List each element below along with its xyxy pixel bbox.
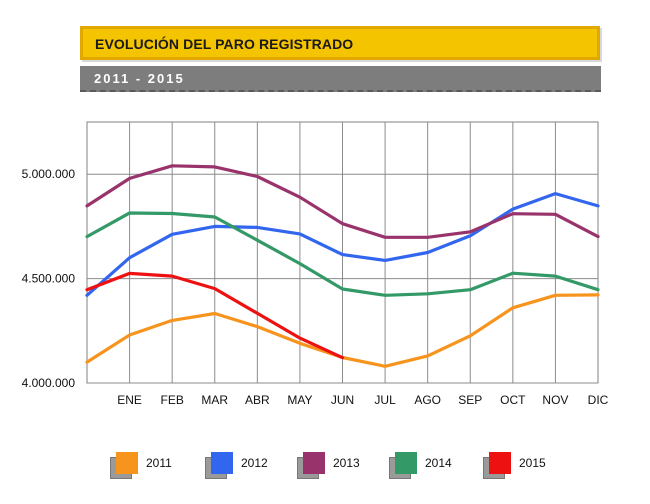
x-tick-label: NOV [542, 393, 568, 407]
series-line-2014 [85, 211, 600, 297]
chart-title: EVOLUCIÓN DEL PARO REGISTRADO [95, 36, 354, 52]
legend-label: 2015 [519, 456, 546, 470]
x-tick-label: DIC [588, 393, 609, 407]
legend-swatch [303, 452, 325, 474]
legend-label: 2011 [146, 456, 172, 470]
chart-subtitle: 2011 - 2015 [94, 71, 185, 86]
legend-label: 2012 [241, 456, 268, 470]
x-tick-label: SEP [458, 393, 482, 407]
legend-swatch [211, 452, 233, 474]
line-chart: 4.000.000 4.500.000 5.000.000 ENE FEB MAR ABR M… [22, 121, 609, 407]
y-tick-label: 5.000.000 [22, 167, 76, 181]
series-line-2012 [85, 192, 600, 297]
title-banner: EVOLUCIÓN DEL PARO REGISTRADO [80, 26, 600, 60]
x-tick-label: MAR [201, 393, 228, 407]
legend-swatch [395, 452, 417, 474]
y-tick-label: 4.000.000 [22, 376, 76, 390]
subtitle-banner: 2011 - 2015 [80, 66, 601, 92]
y-tick-label: 4.500.000 [22, 272, 76, 286]
legend-label: 2014 [425, 456, 452, 470]
x-tick-label: OCT [500, 393, 526, 407]
x-tick-label: AGO [414, 393, 441, 407]
x-tick-label: JUL [374, 393, 396, 407]
x-tick-label: FEB [160, 393, 183, 407]
x-tick-label: ABR [245, 393, 270, 407]
legend-label: 2013 [333, 456, 360, 470]
x-tick-label: MAY [287, 393, 312, 407]
series-line-2013 [85, 164, 600, 239]
legend-swatch [489, 452, 511, 474]
legend-swatch [116, 452, 138, 474]
series-line-2015 [85, 271, 345, 360]
x-tick-label: ENE [117, 393, 142, 407]
chart-legend: 2011 2012 2013 2014 2015 [0, 450, 650, 490]
x-tick-label: JUN [331, 393, 354, 407]
